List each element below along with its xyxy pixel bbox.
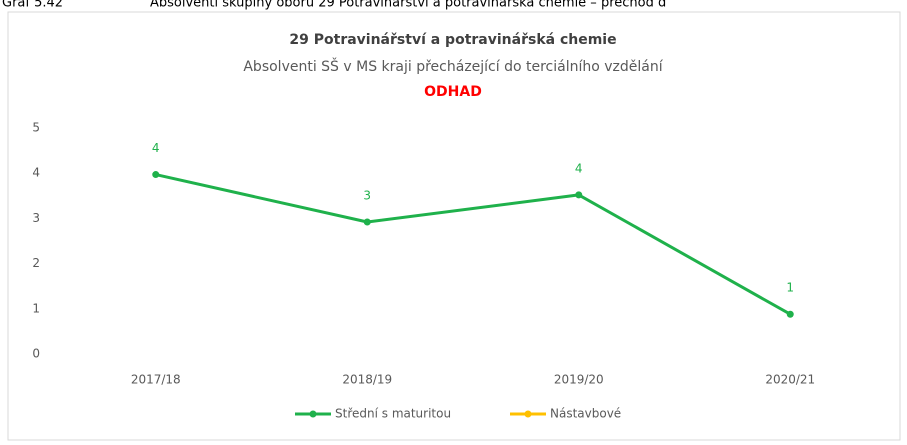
legend-label: Nástavbové xyxy=(550,407,621,421)
series-line xyxy=(155,173,791,316)
figure-label: Graf 5.42 xyxy=(2,0,63,11)
point xyxy=(152,171,160,179)
y-tick-label: 2 xyxy=(32,256,40,270)
x-tick-label: 2020/21 xyxy=(765,373,815,387)
x-tick-label: 2018/19 xyxy=(342,373,392,387)
y-tick-label: 5 xyxy=(32,121,40,135)
y-tick-label: 1 xyxy=(32,301,40,315)
data-label: 3 xyxy=(363,189,371,203)
legend-label: Střední s maturitou xyxy=(335,407,451,421)
legend-marker xyxy=(524,410,532,418)
y-tick-label: 3 xyxy=(32,211,40,225)
point xyxy=(786,310,794,318)
data-label: 1 xyxy=(786,281,794,295)
figure-caption: Absolventi skupiny oborů 29 Potravinářst… xyxy=(150,0,666,11)
data-label: 4 xyxy=(152,141,160,155)
chart-title: 29 Potravinářství a potravinářská chemie xyxy=(289,32,616,48)
y-tick-label: 4 xyxy=(32,166,40,180)
annotation: ODHAD xyxy=(424,84,482,100)
x-tick-label: 2019/20 xyxy=(554,373,604,387)
point xyxy=(575,191,583,199)
chart-frame xyxy=(7,11,901,441)
y-tick-label: 0 xyxy=(32,347,40,361)
point xyxy=(363,218,371,226)
x-tick-label: 2017/18 xyxy=(131,373,181,387)
data-label: 4 xyxy=(575,161,583,175)
chart-subtitle: Absolventi SŠ v MS kraji přecházející do… xyxy=(243,57,663,75)
legend-marker xyxy=(309,410,317,418)
